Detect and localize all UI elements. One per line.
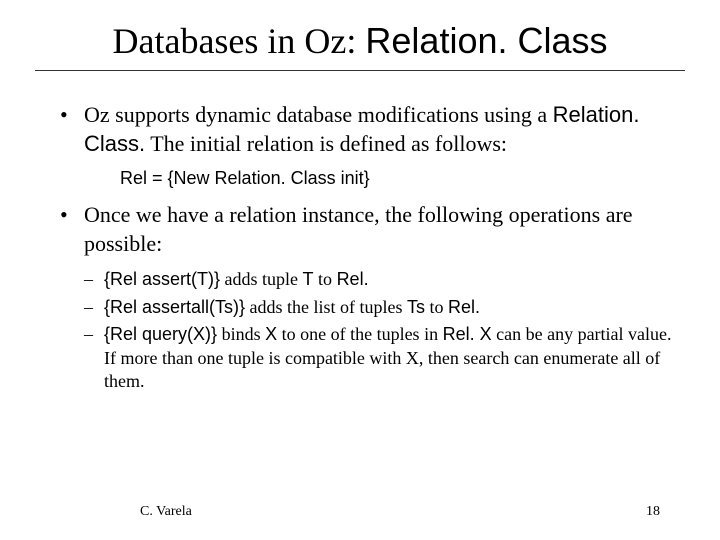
sub-sans1: X — [265, 324, 277, 344]
code-line: Rel = {New Relation. Class init} — [40, 168, 680, 189]
bullet-text-pre: Oz supports dynamic database modificatio… — [84, 102, 553, 127]
sub-code: {Rel assertall(Ts)} — [104, 297, 245, 317]
bullet-item: Once we have a relation instance, the fo… — [60, 201, 680, 258]
sub-bullet-item: {Rel assertall(Ts)} adds the list of tup… — [84, 296, 680, 319]
sub-bullet-item: {Rel assert(T)} adds tuple T to Rel. — [84, 268, 680, 291]
sub-mid1: adds the list of tuples — [245, 297, 407, 317]
sub-mid2: to one of the tuples in — [277, 324, 442, 344]
slide-title: Databases in Oz: Relation. Class — [35, 20, 685, 71]
sub-bullet-item: {Rel query(X)} binds X to one of the tup… — [84, 323, 680, 393]
footer-author: C. Varela — [140, 504, 192, 520]
sub-mid1: adds tuple — [220, 269, 303, 289]
bullet-text-post: The initial relation is defined as follo… — [145, 131, 507, 156]
sub-mid2: to — [314, 269, 337, 289]
sub-mid1: binds — [217, 324, 265, 344]
footer-page-number: 18 — [646, 504, 660, 520]
footer: C. Varela 18 — [0, 504, 720, 520]
sub-code: {Rel query(X)} — [104, 324, 217, 344]
sub-sans2: Rel. — [337, 269, 369, 289]
bullet-text: Once we have a relation instance, the fo… — [84, 202, 633, 256]
bullet-item: Oz supports dynamic database modificatio… — [60, 101, 680, 158]
sub-sans1: T — [303, 269, 314, 289]
title-serif: Databases in Oz: — [112, 21, 365, 61]
title-sans: Relation. Class — [365, 20, 607, 61]
sub-sans2: Rel. X — [443, 324, 492, 344]
sub-sans1: Ts — [407, 297, 425, 317]
sub-sans2: Rel. — [448, 297, 480, 317]
sub-mid2: to — [425, 297, 448, 317]
sub-bullet-list: {Rel assert(T)} adds tuple T to Rel. {Re… — [40, 268, 680, 393]
main-bullet-list: Oz supports dynamic database modificatio… — [40, 101, 680, 158]
main-bullet-list-2: Once we have a relation instance, the fo… — [40, 201, 680, 258]
sub-code: {Rel assert(T)} — [104, 269, 220, 289]
